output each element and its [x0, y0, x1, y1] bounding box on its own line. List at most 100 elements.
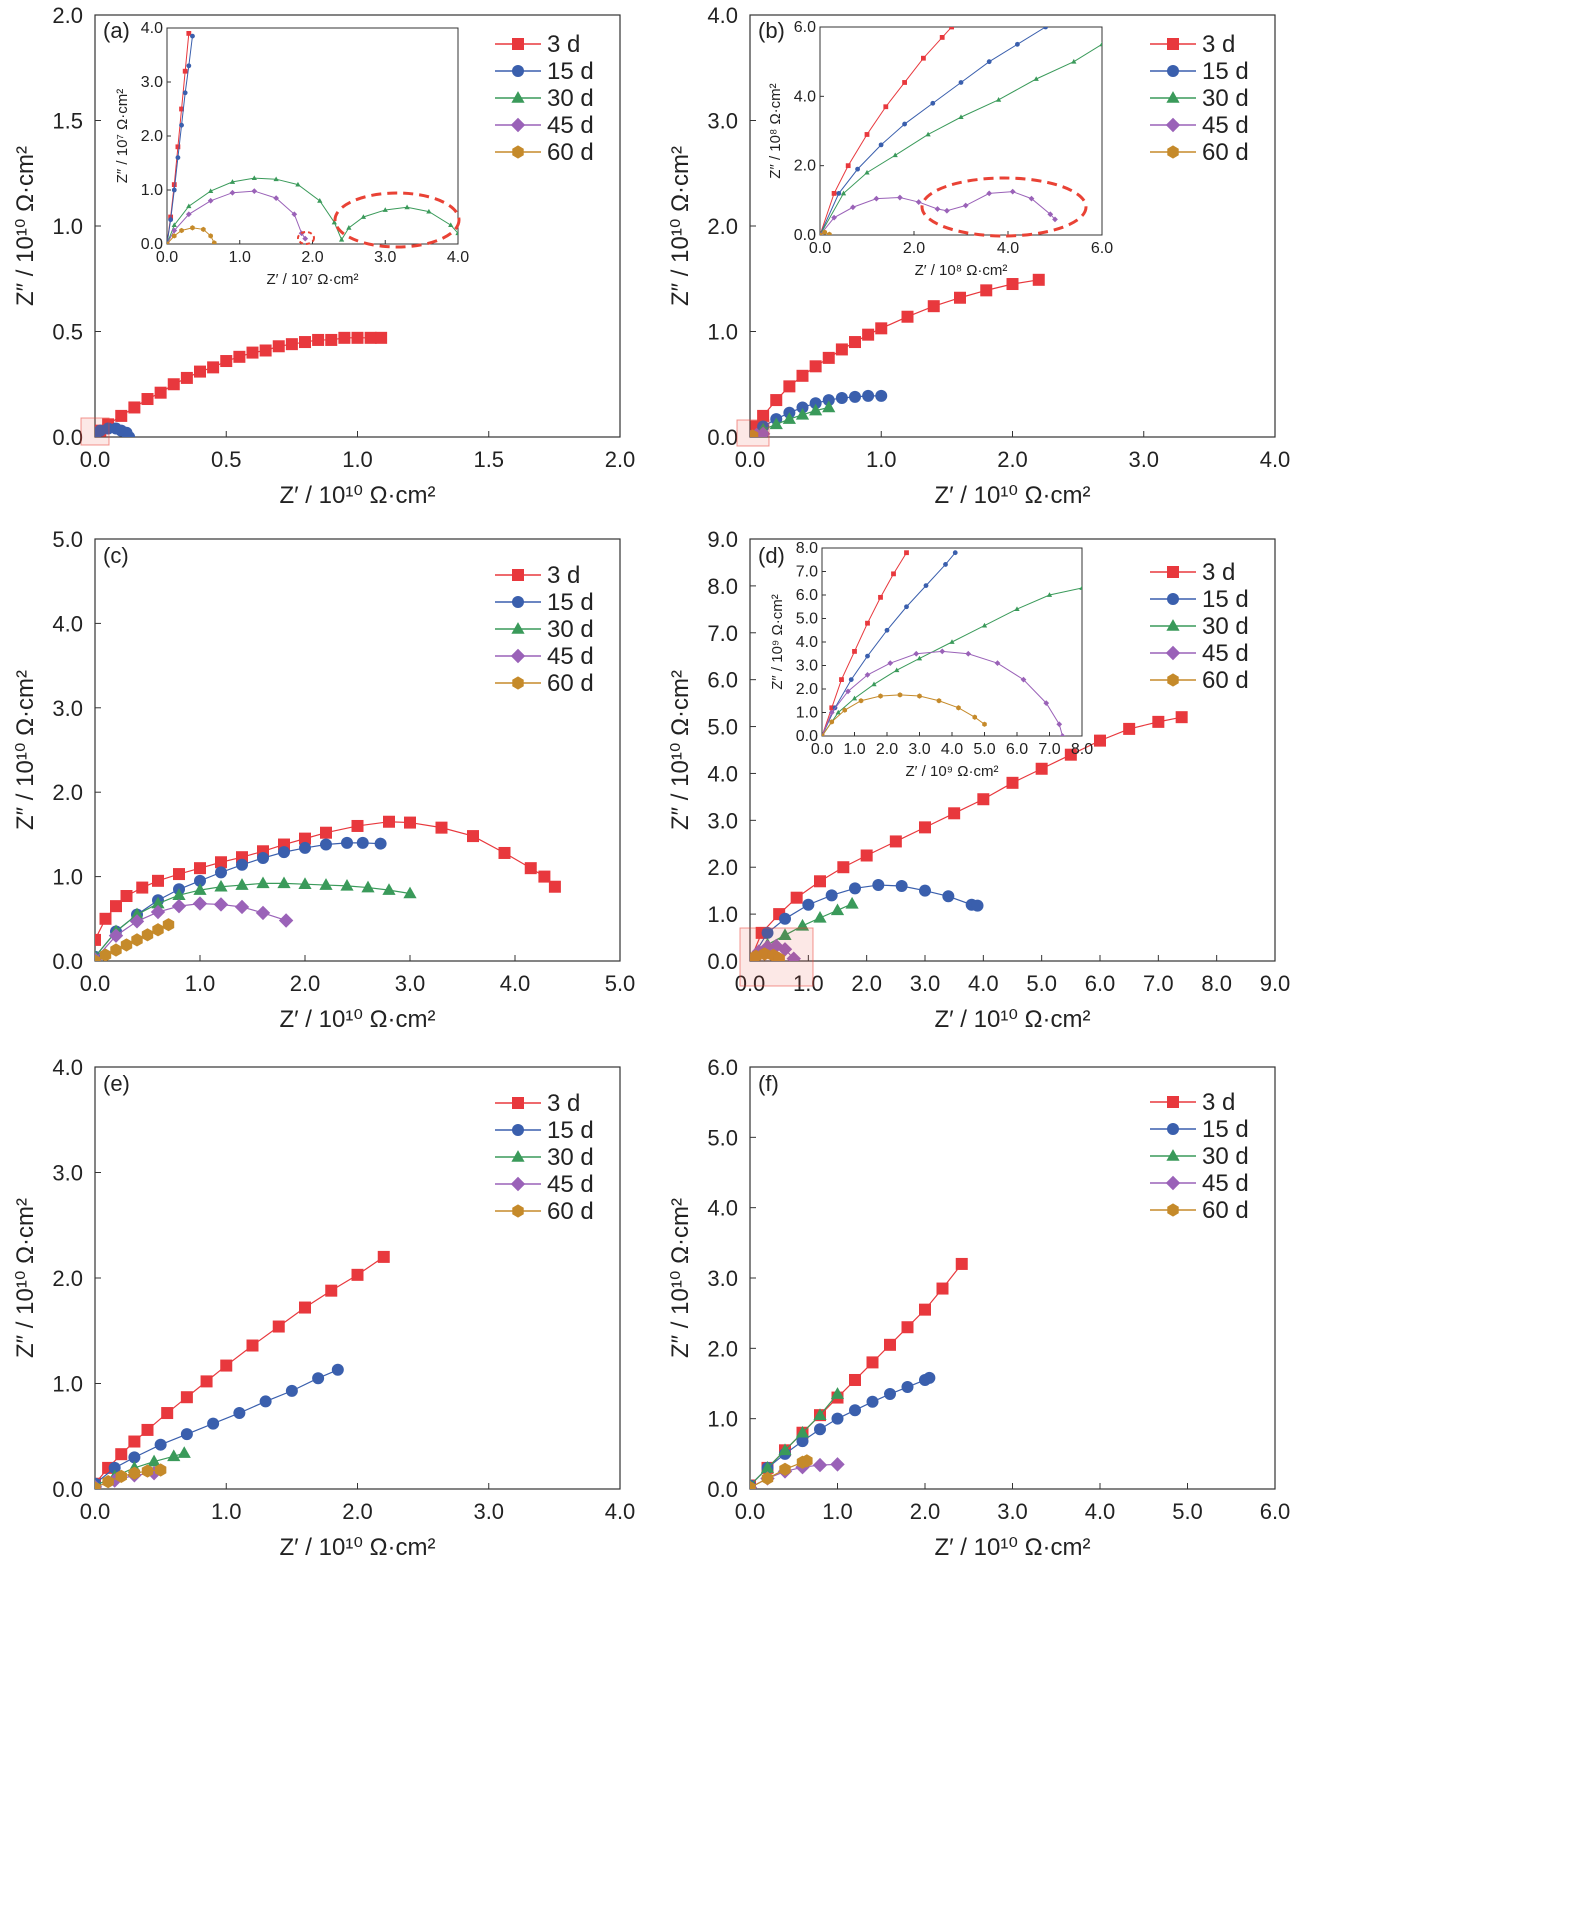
- data-point: [948, 807, 961, 820]
- data-point: [962, 202, 969, 209]
- data-point: [829, 719, 835, 725]
- data-point: [915, 199, 922, 205]
- legend-marker: [1167, 1123, 1179, 1135]
- y-tick-label: 0.0: [707, 425, 738, 450]
- series-3-d: [95, 815, 561, 946]
- data-point: [1033, 76, 1039, 81]
- data-point: [795, 407, 810, 420]
- y-tick-label: 2.0: [796, 681, 818, 698]
- data-point: [822, 351, 835, 364]
- data-point: [830, 1457, 845, 1472]
- y-tick-label: 5.0: [796, 611, 818, 628]
- x-tick-label: 5.0: [605, 971, 636, 996]
- x-tick-label: 6.0: [1091, 240, 1113, 257]
- legend-label: 45 d: [1202, 112, 1249, 139]
- panel-c: 0.0 1.0 2.0 3.0 4.0 5.0 0.0 1.0 2.0 3.0 4.0 5.0 Z′ /…: [12, 527, 635, 1033]
- data-point: [760, 1461, 775, 1473]
- x-tick-label: 1.0: [342, 447, 373, 472]
- y-axis-title: Z″ / 10¹⁰ Ω·cm²: [12, 146, 39, 306]
- data-point: [809, 397, 822, 410]
- legend-label: 3 d: [547, 1090, 580, 1117]
- y-tick-label: 5.0: [707, 1125, 738, 1150]
- y-tick-label: 0.0: [52, 1477, 83, 1502]
- data-point: [168, 217, 174, 223]
- plot-frame: [749, 1066, 1276, 1490]
- data-point: [897, 692, 903, 698]
- data-point: [167, 378, 180, 391]
- data-point: [141, 1423, 154, 1436]
- series-60-d: [750, 1454, 813, 1489]
- data-point: [786, 951, 801, 961]
- x-tick-label: 3.0: [997, 1499, 1028, 1524]
- data-point: [986, 59, 992, 65]
- series-60-d: [822, 692, 987, 736]
- data-point: [829, 705, 835, 711]
- data-point: [374, 837, 387, 850]
- data-point: [919, 1303, 931, 1316]
- series-30-d: [822, 585, 1082, 736]
- data-point: [207, 1417, 220, 1430]
- panel-b: 0.0 1.0 2.0 3.0 4.0 0.0 1.0 2.0 3.0 4.0 Z′ / 10¹⁰ …: [667, 3, 1290, 509]
- y-axis-title: Z″ / 10⁷ Ω·cm²: [114, 89, 131, 183]
- y-tick-label: 2.0: [52, 780, 83, 805]
- data-point: [820, 232, 823, 235]
- data-point: [1020, 676, 1027, 683]
- series-line-15-d: [820, 27, 1046, 235]
- inset-frame: [819, 26, 1103, 236]
- inset-a: 0.0 1.0 2.0 3.0 4.0 0.0 1.0 2.0 3.0 4.0 Z′ / 10⁷ Ω…: [114, 20, 469, 288]
- data-point: [1014, 606, 1020, 612]
- x-tick-label: 1.5: [473, 447, 504, 472]
- data-point: [404, 204, 410, 210]
- legend-marker: [512, 596, 524, 608]
- data-point: [809, 360, 822, 373]
- data-point: [939, 35, 945, 40]
- series-line-15-d: [167, 36, 193, 244]
- legend-label: 60 d: [547, 670, 594, 697]
- y-tick-label: 6.0: [796, 587, 818, 604]
- data-point: [1009, 188, 1016, 195]
- y-tick-label: 4.0: [796, 634, 818, 651]
- data-point: [120, 890, 133, 903]
- data-point: [360, 214, 367, 219]
- data-point: [934, 206, 941, 212]
- zoom-highlight-box: [80, 417, 110, 446]
- data-point: [982, 721, 987, 727]
- x-tick-label: 1.0: [866, 447, 897, 472]
- x-tick-label: 1.0: [793, 971, 824, 996]
- legend-marker: [510, 648, 526, 664]
- data-point: [273, 195, 280, 201]
- data-point: [151, 896, 165, 909]
- y-tick-label: 6.0: [707, 668, 738, 693]
- data-point: [207, 361, 220, 374]
- y-tick-label: 1.0: [796, 705, 818, 722]
- legend-marker: [1167, 65, 1179, 77]
- data-point: [190, 225, 195, 231]
- data-point: [194, 874, 206, 887]
- data-point: [255, 905, 271, 921]
- data-point: [1123, 722, 1136, 735]
- data-point: [325, 1284, 338, 1297]
- data-point: [831, 191, 837, 196]
- x-axis-title: Z′ / 10¹⁰ Ω·cm²: [279, 1534, 435, 1561]
- data-point: [351, 819, 364, 832]
- data-point: [172, 888, 186, 900]
- panel-label: (c): [103, 543, 129, 568]
- data-point: [356, 836, 369, 849]
- y-tick-label: 3.0: [707, 1266, 738, 1291]
- data-point: [214, 879, 228, 892]
- data-point: [190, 33, 195, 39]
- series-30-d: [167, 175, 458, 244]
- legend-label: 30 d: [1202, 1143, 1249, 1170]
- data-point: [302, 235, 309, 242]
- data-point: [814, 875, 826, 888]
- data-point: [426, 208, 432, 214]
- data-point: [167, 241, 170, 244]
- x-tick-label: 3.0: [908, 741, 930, 758]
- series-line-45-d: [95, 903, 287, 960]
- data-point: [95, 954, 101, 961]
- data-point: [958, 114, 964, 120]
- data-point: [201, 226, 206, 233]
- legend-marker: [1167, 593, 1179, 605]
- data-point: [120, 938, 133, 952]
- y-tick-label: 2.0: [707, 855, 738, 880]
